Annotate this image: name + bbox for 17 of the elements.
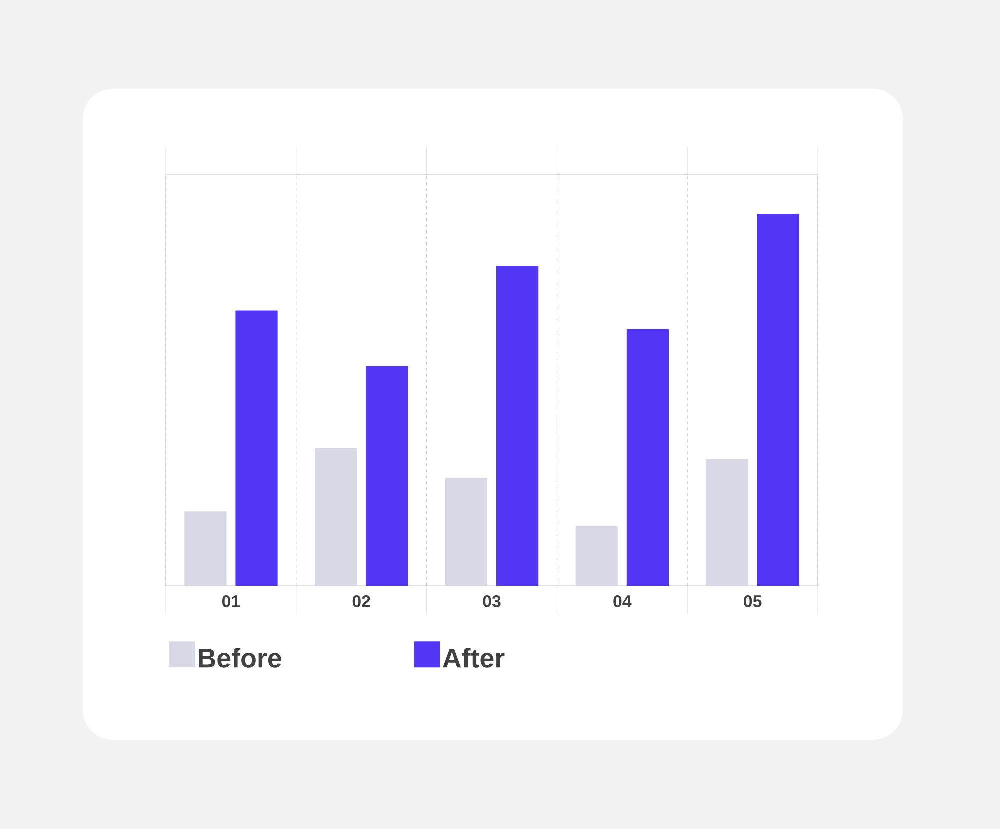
bar (445, 478, 488, 586)
bar (706, 460, 748, 586)
bar (366, 366, 408, 586)
bar (757, 214, 800, 586)
x-tick-label: 01 (222, 596, 240, 608)
bar (236, 310, 278, 586)
x-tick-label: 05 (744, 596, 762, 608)
bar (314, 448, 358, 586)
x-tick-label: 02 (352, 596, 370, 608)
x-tick-label: 03 (483, 596, 501, 608)
bar (496, 266, 539, 586)
legend-label: After (443, 648, 505, 668)
bar (576, 526, 618, 586)
legend-label: Before (198, 648, 282, 668)
bar (626, 329, 670, 586)
bar (184, 512, 227, 586)
x-tick-label: 04 (614, 596, 632, 608)
